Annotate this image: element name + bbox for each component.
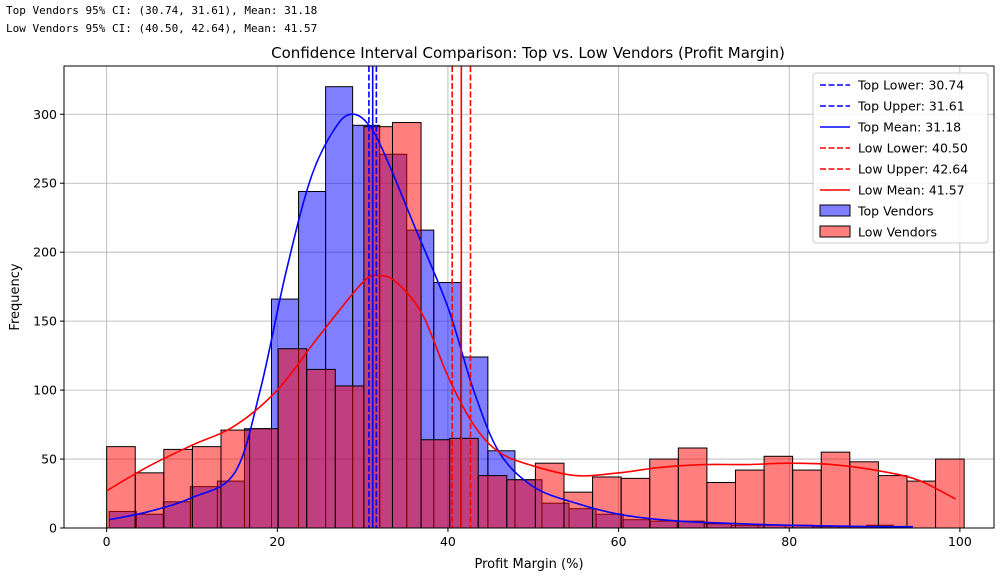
y-tick-label-5: 250 <box>33 176 57 191</box>
legend-swatch-6 <box>819 204 851 217</box>
low-bar-11 <box>420 439 451 529</box>
legend-label-0: Top Lower: 30.74 <box>857 78 964 93</box>
y-tick-label-2: 100 <box>33 383 57 398</box>
y-axis-label: Frequency <box>8 263 23 330</box>
x-tick-label-1: 20 <box>269 534 285 549</box>
x-tick-label-0: 0 <box>103 534 111 549</box>
low-bar-12 <box>449 437 479 529</box>
low-bar-1 <box>134 472 165 529</box>
y-tick-label-6: 300 <box>33 107 57 122</box>
low-bar-17 <box>592 476 622 529</box>
low-bar-7 <box>306 368 336 529</box>
low-bar-14 <box>506 479 536 529</box>
legend-label-4: Low Upper: 42.64 <box>858 162 968 177</box>
low-bar-10 <box>391 122 422 529</box>
low-bar-23 <box>763 455 794 529</box>
plot-frame <box>63 65 995 529</box>
legend-label-6: Top Vendors <box>857 204 934 219</box>
ci-lines <box>368 66 472 528</box>
low-bar-21 <box>706 481 736 529</box>
y-tick-label-1: 50 <box>41 452 57 467</box>
low-kde-curve <box>106 274 956 500</box>
legend-box <box>812 72 989 244</box>
y-tick-label-3: 150 <box>33 314 57 329</box>
x-tick-label-5: 100 <box>948 534 972 549</box>
legend-label-3: Low Lower: 40.50 <box>858 141 968 156</box>
low-bar-5 <box>249 428 279 529</box>
low-bar-27 <box>877 475 908 529</box>
console-line-low-ci: Low Vendors 95% CI: (40.50, 42.64), Mean… <box>6 22 318 35</box>
legend-label-2: Top Mean: 31.18 <box>857 120 961 135</box>
y-tick-label-0: 0 <box>49 521 57 536</box>
low-bar-6 <box>277 348 308 529</box>
low-bar-19 <box>649 458 679 529</box>
x-tick-label-2: 40 <box>440 534 456 549</box>
legend-label-7: Low Vendors <box>858 225 937 240</box>
low-bar-8 <box>334 385 365 529</box>
low-bar-3 <box>191 446 222 529</box>
low-bar-29 <box>935 458 965 529</box>
x-tick-label-4: 80 <box>781 534 797 549</box>
low-bar-26 <box>849 461 879 529</box>
console-line-top-ci: Top Vendors 95% CI: (30.74, 31.61), Mean… <box>6 4 318 17</box>
low-bar-4 <box>220 429 251 529</box>
low-bar-2 <box>163 448 193 529</box>
legend-label-5: Low Mean: 41.57 <box>858 183 965 198</box>
axis-ticks: 0 20 40 60 80 100 0 50 100 150 200 250 300 <box>33 107 972 549</box>
chart-title: Confidence Interval Comparison: Top vs. … <box>271 44 785 62</box>
low-bar-20 <box>677 447 708 529</box>
low-vendors-bars <box>106 122 965 529</box>
low-bar-24 <box>792 469 822 529</box>
kde-curves <box>106 113 956 528</box>
low-bar-22 <box>734 469 765 529</box>
x-tick-label-3: 60 <box>611 534 627 549</box>
x-axis-label: Profit Margin (%) <box>474 557 583 572</box>
low-bar-13 <box>477 475 508 529</box>
top-kde-curve <box>109 113 913 528</box>
legend-label-1: Top Upper: 31.61 <box>857 99 965 114</box>
legend-swatch-7 <box>819 225 851 238</box>
low-bar-28 <box>906 480 937 529</box>
low-bar-16 <box>563 491 594 529</box>
y-tick-label-4: 200 <box>33 245 57 260</box>
low-bar-18 <box>620 477 651 529</box>
legend: Top Lower: 30.74 Top Upper: 31.61 Top Mean… <box>812 72 989 244</box>
